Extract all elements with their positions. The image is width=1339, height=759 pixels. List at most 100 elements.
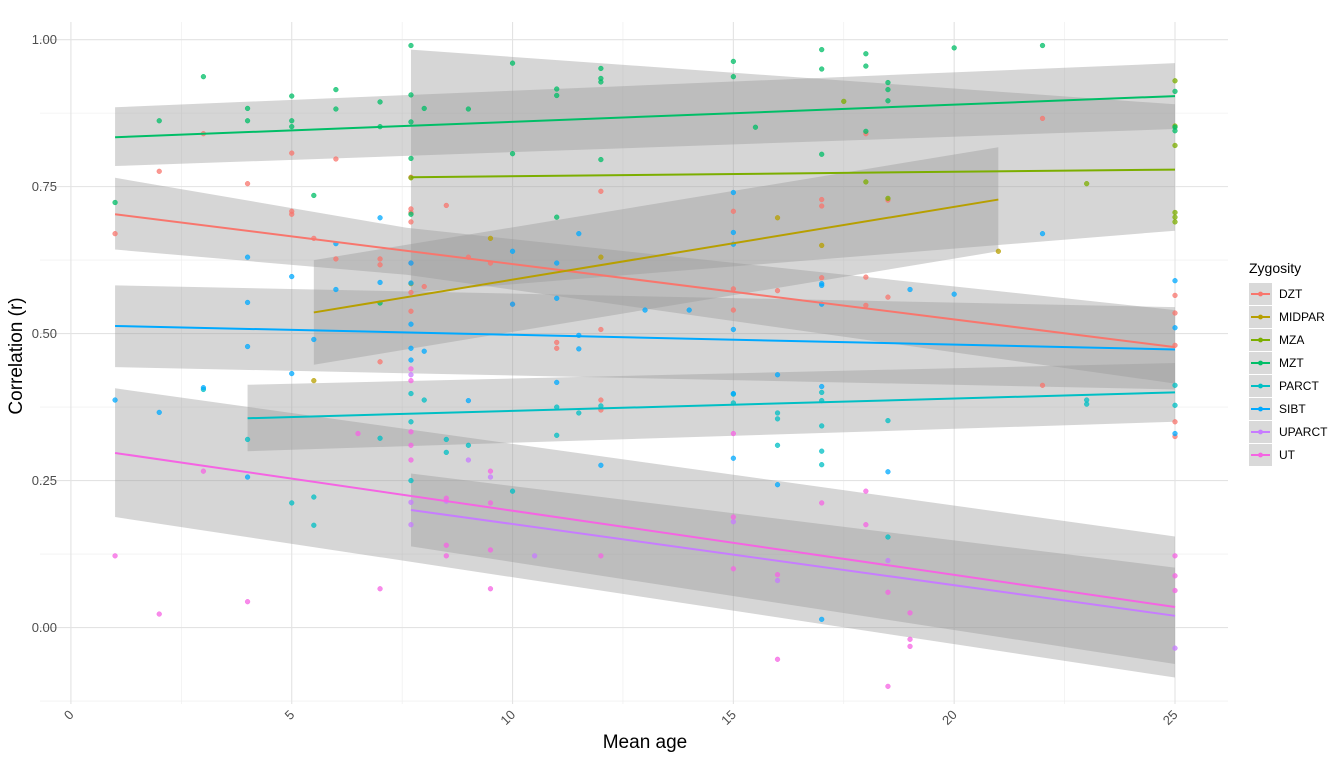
data-point-dzt bbox=[554, 345, 560, 351]
fit-line-parct bbox=[247, 391, 1176, 420]
data-point-sibt bbox=[377, 215, 383, 221]
data-point-dzt bbox=[819, 203, 825, 209]
data-points bbox=[112, 42, 1178, 689]
data-point-sibt bbox=[200, 385, 207, 391]
legend-key-point-parct bbox=[1258, 383, 1263, 389]
data-point-dzt bbox=[421, 283, 427, 290]
data-point-sibt bbox=[576, 346, 582, 352]
data-point-parct bbox=[244, 436, 251, 443]
data-point-mzt bbox=[598, 156, 604, 163]
data-point-parct bbox=[465, 442, 471, 448]
data-point-ut bbox=[443, 553, 449, 559]
data-point-sibt bbox=[112, 397, 118, 403]
data-point-sibt bbox=[244, 343, 251, 350]
data-point-ut bbox=[907, 643, 913, 649]
data-point-sibt bbox=[576, 231, 582, 237]
x-tick-label: 25 bbox=[1160, 707, 1181, 728]
data-point-parct bbox=[885, 418, 891, 424]
data-point-midpar bbox=[487, 235, 494, 241]
data-point-mzt bbox=[951, 45, 957, 51]
data-point-sibt bbox=[951, 291, 957, 297]
data-point-uparct bbox=[532, 553, 538, 559]
data-point-mzt bbox=[752, 124, 759, 130]
data-point-sibt bbox=[774, 372, 781, 378]
legend-label-dzt: DZT bbox=[1279, 287, 1303, 301]
data-point-mza bbox=[885, 195, 891, 201]
data-point-mzt bbox=[730, 58, 736, 64]
data-point-mza bbox=[841, 98, 847, 104]
data-point-sibt bbox=[408, 280, 414, 286]
legend-label-mzt: MZT bbox=[1279, 356, 1304, 370]
data-point-dzt bbox=[598, 397, 604, 403]
data-point-parct bbox=[408, 419, 414, 425]
data-point-sibt bbox=[509, 248, 516, 254]
data-point-sibt bbox=[1172, 278, 1178, 284]
legend-key-point-dzt bbox=[1258, 291, 1263, 297]
data-point-mza bbox=[1172, 209, 1178, 216]
data-point-mzt bbox=[408, 211, 414, 217]
data-point-dzt bbox=[774, 288, 781, 294]
fit-lines bbox=[114, 95, 1176, 617]
data-point-midpar bbox=[311, 378, 317, 384]
data-point-ut bbox=[907, 610, 913, 616]
data-point-parct bbox=[311, 494, 317, 500]
data-point-mzt bbox=[408, 119, 414, 125]
legend-label-sibt: SIBT bbox=[1279, 402, 1306, 416]
data-point-ut bbox=[1172, 573, 1178, 579]
data-point-sibt bbox=[686, 307, 692, 313]
data-point-sibt bbox=[730, 455, 736, 461]
data-point-dzt bbox=[408, 308, 414, 314]
data-point-dzt bbox=[112, 231, 118, 237]
legend-key-point-ut bbox=[1258, 452, 1263, 458]
data-point-uparct bbox=[465, 457, 471, 463]
data-point-dzt bbox=[1039, 115, 1046, 122]
data-point-dzt bbox=[377, 359, 383, 365]
data-point-sibt bbox=[408, 345, 414, 351]
legend-key-point-mzt bbox=[1258, 360, 1263, 366]
legend: Zygosity DZT MIDPAR MZA MZT PARCT SIBT UPARCT U… bbox=[1249, 260, 1328, 466]
data-point-sibt bbox=[554, 260, 560, 266]
data-point-mzt bbox=[554, 92, 560, 99]
data-point-ut bbox=[730, 514, 736, 520]
confidence-band-mzt bbox=[115, 63, 1176, 167]
legend-key-point-sibt bbox=[1258, 406, 1263, 412]
data-point-mzt bbox=[885, 87, 891, 93]
data-point-mzt bbox=[408, 155, 414, 162]
x-tick-label: 10 bbox=[497, 707, 518, 728]
data-point-mzt bbox=[863, 51, 869, 57]
y-tick-label: 1.00 bbox=[32, 32, 57, 47]
data-point-ut bbox=[112, 553, 118, 559]
x-tick-label: 0 bbox=[61, 707, 77, 723]
fit-line-midpar bbox=[313, 198, 999, 314]
data-point-dzt bbox=[1172, 419, 1178, 425]
fit-line-ut bbox=[114, 451, 1176, 608]
x-axis-tick-labels: 0 5 10 15 20 25 bbox=[61, 707, 1181, 728]
data-point-parct bbox=[1172, 402, 1178, 408]
data-point-parct bbox=[377, 435, 383, 441]
data-point-sibt bbox=[244, 254, 251, 260]
data-point-dzt bbox=[819, 196, 825, 203]
data-point-ut bbox=[408, 442, 414, 448]
data-point-parct bbox=[509, 488, 516, 494]
data-point-uparct bbox=[487, 474, 494, 480]
fit-line-uparct bbox=[410, 508, 1176, 617]
data-point-parct bbox=[774, 416, 781, 422]
data-point-mzt bbox=[1039, 42, 1046, 49]
data-point-midpar bbox=[774, 215, 781, 221]
data-point-sibt bbox=[885, 469, 891, 475]
data-point-sibt bbox=[421, 348, 427, 354]
data-point-sibt bbox=[1172, 325, 1178, 331]
data-point-sibt bbox=[509, 301, 516, 307]
data-point-sibt bbox=[156, 409, 162, 415]
data-point-parct bbox=[774, 442, 781, 448]
data-point-mzt bbox=[554, 86, 560, 92]
data-point-ut bbox=[355, 430, 361, 437]
data-point-ut bbox=[377, 586, 383, 592]
data-point-mzt bbox=[408, 92, 414, 98]
data-point-sibt bbox=[408, 357, 414, 363]
data-point-ut bbox=[885, 589, 891, 595]
data-point-sibt bbox=[730, 326, 736, 333]
grid bbox=[40, 22, 1228, 704]
data-point-ut bbox=[1172, 587, 1178, 594]
data-point-parct bbox=[819, 423, 825, 429]
